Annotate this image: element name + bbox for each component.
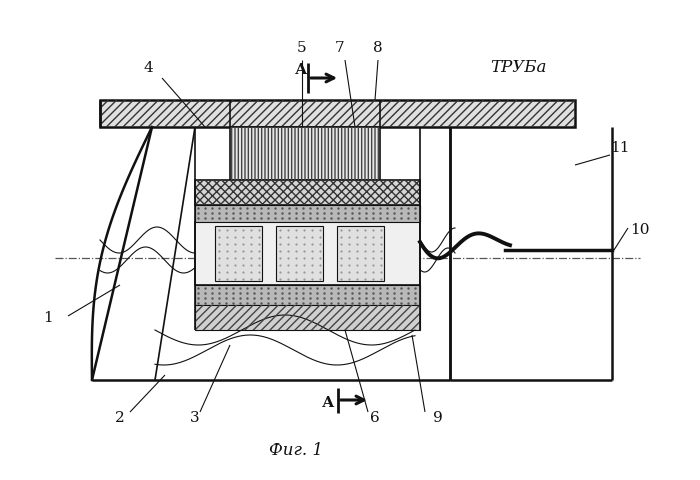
Bar [195, 180, 420, 205]
Text: А: А [295, 63, 307, 77]
Bar [215, 226, 262, 281]
Text: 6: 6 [370, 411, 380, 425]
Bar [276, 226, 323, 281]
Text: 9: 9 [433, 411, 443, 425]
Text: 10: 10 [630, 223, 650, 237]
Bar [100, 100, 575, 127]
Text: 5: 5 [298, 41, 307, 55]
Bar [195, 180, 420, 205]
Bar [337, 226, 384, 281]
Text: Фиг. 1: Фиг. 1 [269, 442, 323, 459]
Text: 1: 1 [43, 311, 53, 325]
Text: 2: 2 [115, 411, 125, 425]
Text: 8: 8 [373, 41, 383, 55]
Bar [195, 222, 420, 285]
Bar [450, 127, 612, 380]
Bar [230, 127, 380, 180]
Bar [195, 205, 420, 222]
Bar [195, 305, 420, 330]
Text: 4: 4 [143, 61, 153, 75]
Text: ТРУБа: ТРУБа [490, 59, 547, 76]
Bar [195, 305, 420, 330]
Text: 11: 11 [610, 141, 630, 155]
Bar [100, 100, 575, 127]
Text: А: А [322, 396, 335, 410]
Bar [195, 285, 420, 305]
Text: 3: 3 [190, 411, 199, 425]
Bar [230, 127, 380, 180]
Text: 7: 7 [335, 41, 345, 55]
